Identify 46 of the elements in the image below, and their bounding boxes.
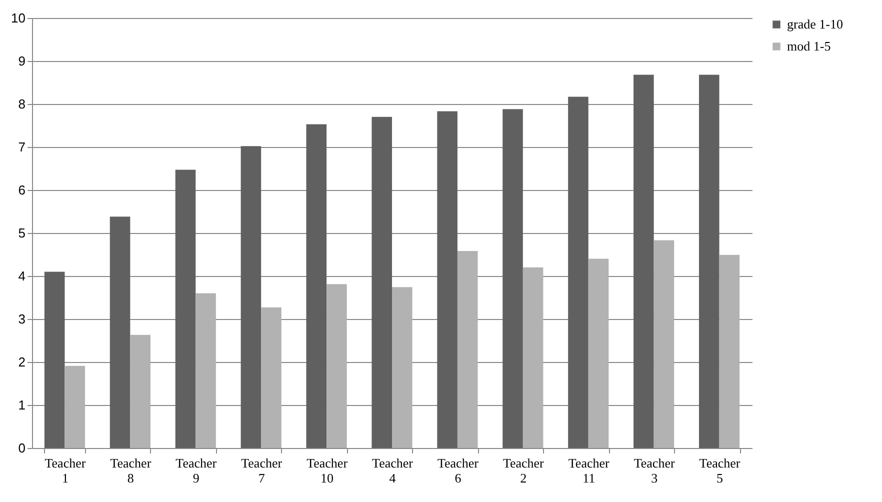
y-tick-label: 2 [18,354,26,370]
legend-label: mod 1-5 [787,38,831,54]
bar [634,74,654,448]
y-tick-label: 0 [18,440,26,456]
y-tick-label: 9 [18,54,26,68]
bar [437,111,458,448]
y-tick-label: 3 [18,312,26,326]
x-tick-label: Teacher 4 [372,456,414,486]
x-tick-label: Teacher 2 [502,456,545,486]
bar [457,251,478,448]
legend-label: grade 1-10 [787,16,843,32]
y-tick-label: 5 [18,226,26,240]
bar [326,284,347,448]
bar [306,124,327,448]
bar [568,96,588,448]
x-tick-label: Teacher 3 [634,456,676,486]
bar [110,216,130,448]
y-tick-label: 10 [11,10,26,26]
x-tick-label: Teacher 8 [110,456,152,486]
bar [175,170,196,448]
bar [502,109,523,448]
y-tick-label: 4 [18,268,26,284]
x-tick-label: Teacher 1 [44,456,86,486]
x-tick-label: Teacher 7 [241,456,283,486]
bar [196,293,216,448]
x-tick-label: Teacher 10 [306,456,348,486]
bar [372,116,392,448]
bar [522,267,544,448]
bar [588,258,609,448]
x-tick-label: Teacher 5 [699,456,741,486]
bar [240,146,262,448]
bar [261,307,282,448]
bar [64,366,86,448]
bar [654,240,674,448]
bar [130,334,150,448]
y-tick-label: 7 [18,140,26,154]
x-tick-label: Teacher 11 [568,456,610,486]
x-tick-label: Teacher 9 [176,456,218,486]
bar [698,74,720,448]
bar [719,254,740,448]
y-tick-label: 8 [18,96,26,112]
bar [392,287,412,448]
bar [44,272,65,448]
x-tick-label: Teacher 6 [437,456,480,486]
y-tick-label: 1 [18,398,26,412]
y-tick-label: 6 [18,182,26,198]
